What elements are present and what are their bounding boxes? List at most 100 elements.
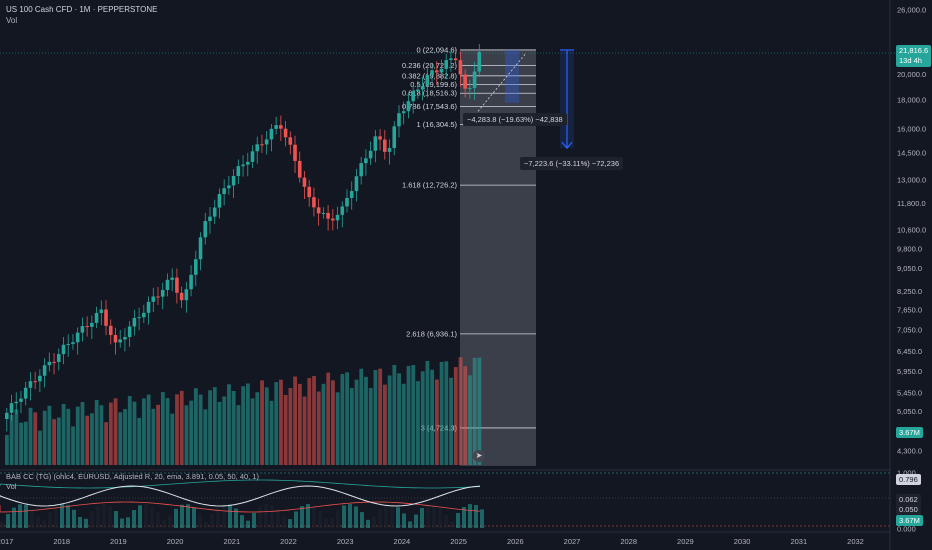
price-axis-label: 16,000.0 [897,125,926,134]
volume-bar [340,374,345,465]
volume-bar [137,417,142,465]
indicator-bar [186,504,190,528]
candle-body [345,197,349,207]
volume-bar [47,405,52,465]
indicator-bar [342,505,346,528]
volume-bar [23,421,28,465]
price-axis-label: 4,300.0 [897,447,922,456]
time-axis-label: 2031 [790,537,807,546]
volume-bar [411,364,416,465]
volume-bar [156,404,160,465]
time-axis-label: 2020 [167,537,184,546]
measure-arrowhead [561,141,573,150]
indicator-bar [306,504,310,528]
indicator-white-line [0,485,481,507]
volume-bar [227,384,231,465]
volume-bar [250,398,255,465]
volume-bar [477,357,482,465]
price-axis-label: 13,000.0 [897,175,926,184]
volume-bar [198,394,203,465]
candle-body [250,151,255,162]
volume-bar [307,378,312,465]
indicator-bar [402,513,406,528]
price-axis-label: 7,050.0 [897,325,922,334]
candle-body [151,296,156,302]
indicator-green-line [0,479,481,489]
volume-bar [217,401,222,465]
candle-body [264,139,269,145]
volume-bar [160,392,165,465]
indicator-bar [54,506,58,528]
indicator-bar [414,514,418,528]
countdown: 13d 4h [899,56,922,65]
candle-body [397,113,401,127]
rocket-icon[interactable]: ➤ [473,450,485,462]
candle-body [189,274,193,290]
volume-bar [453,367,458,465]
indicator-bar [210,514,214,528]
indicator-bar [318,510,322,528]
volume-bar [203,409,208,465]
volume-bar [42,410,47,465]
candle-body [387,148,392,152]
measurement-short[interactable]: −4,283.8 (−19.63%) −42,838 [463,113,567,126]
candle-body [222,188,226,195]
volume-bar [364,376,368,465]
candle-body [321,212,326,214]
fib-label: 1.618 (12,726.2) [402,181,458,190]
volume-bar [179,390,184,465]
volume-bar [151,408,156,465]
measure-box-short [505,49,519,103]
candle-body [94,312,99,323]
indicator-bar [390,504,394,528]
fib-label: 1 (16,304.5) [417,120,458,129]
indicator-legend[interactable]: BAB CC (TG) (ohlc4, EURUSD, Adjusted R, … [6,472,260,481]
fib-label: 0 (22,094.6) [417,45,458,54]
volume-bar [80,402,85,465]
volume-bar [14,409,19,465]
candle-body [458,60,463,75]
indicator-bar [96,505,100,528]
indicator-bar [396,507,400,528]
volume-bar [71,426,75,465]
indicator-tag-2: 0.062 [896,494,921,505]
indicator-axis-label: 0.000 [897,525,916,534]
candle-body [383,139,387,152]
volume-bar [439,361,444,465]
volume-bar [383,384,387,465]
time-axis-label: 2025 [450,537,467,546]
candle-body [56,354,61,362]
indicator-bar [438,508,442,528]
candle-body [463,74,467,89]
volume-bar [108,402,113,465]
volume-bar [19,422,23,465]
volume-bar [61,403,66,465]
volume-bar [283,394,288,465]
volume-bar [245,383,250,465]
candle-body [208,216,212,222]
candle-body [364,158,368,164]
volume-bar [33,412,38,465]
volume-bar [312,376,316,465]
indicator-bar [162,520,166,528]
indicator-bar [408,521,412,528]
measurement-long[interactable]: −7,223.6 (−33.11%) −72,236 [520,157,624,170]
volume-bar [212,387,217,465]
indicator-bar [324,518,328,528]
volume-bar [9,414,14,465]
candle-body [288,137,293,145]
time-axis-label: 2028 [620,537,637,546]
indicator-bar [138,505,142,528]
volume-bar [208,390,212,465]
price-axis-label: 5,950.0 [897,367,922,376]
candle-body [430,70,434,76]
candle-body [137,317,141,319]
indicator-bar [468,504,472,528]
indicator-bar [60,504,64,528]
indicator-bar [384,504,388,528]
chart-title[interactable]: US 100 Cash CFD · 1M · PEPPERSTONE [6,5,158,14]
indicator-bar [48,512,52,528]
candle-body [269,128,274,140]
candle-body [477,51,482,72]
